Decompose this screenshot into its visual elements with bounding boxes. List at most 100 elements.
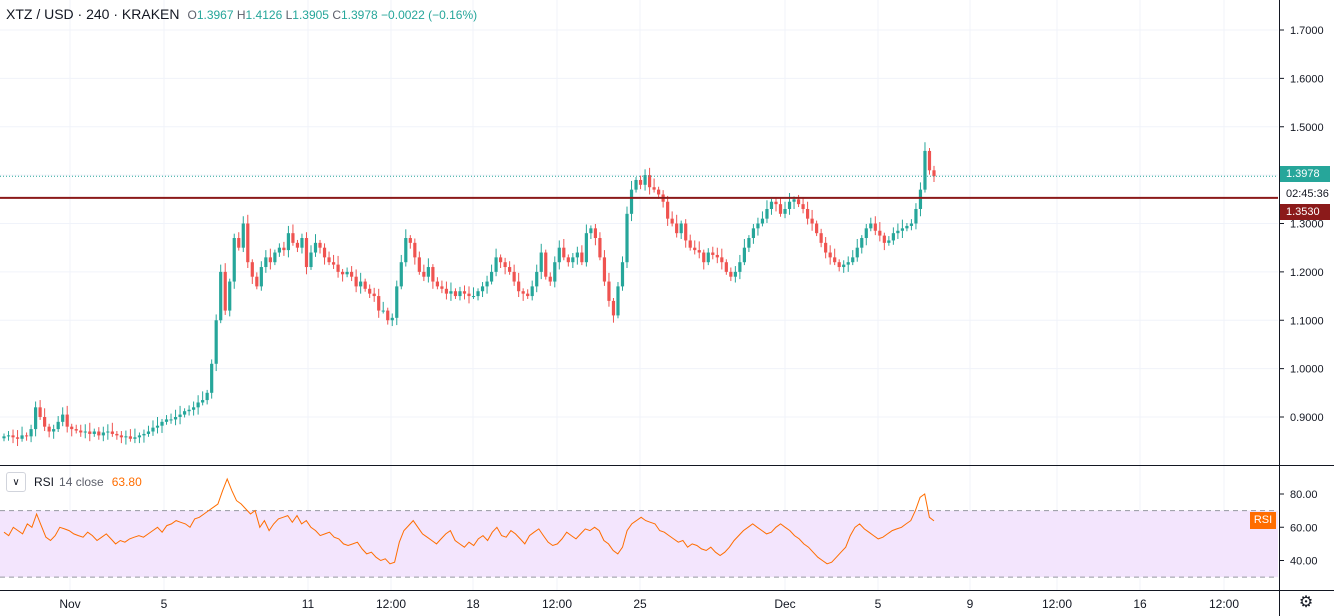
candle-body [670,218,674,224]
price-tick-label: 1.7000 [1290,25,1324,37]
candle-body [625,213,629,263]
candle-body [65,414,69,427]
candles [2,142,936,447]
time-axis-ticks: Nov 5 11 12:00 18 12:00 25 Dec 5 9 12:00 16 12:00 [59,597,1239,611]
candle-body [214,320,218,364]
candle-body [485,281,489,287]
candle-body [544,252,548,277]
candle-body [923,150,927,190]
candle-body [399,262,403,287]
symbol-header[interactable]: XTZ / USD · 240 · KRAKEN O1.3967 H1.4126… [6,6,477,26]
candle-body [688,240,692,248]
candle-body [440,286,444,289]
candle-body [494,257,498,272]
candle-body [182,411,187,415]
candle-body [164,419,169,422]
symbol-title[interactable]: XTZ / USD · 240 · KRAKEN [6,6,180,22]
candle-body [309,252,313,268]
close-key: C [332,8,341,22]
candle-body [828,252,832,258]
rsi-value: 63.80 [111,475,142,489]
candle-body [300,238,304,248]
candle-body [629,189,634,214]
candle-body [408,238,412,243]
candle-body [119,435,123,438]
candle-body [110,431,114,434]
candle-body [778,204,783,214]
chevron-down-icon[interactable]: ∨ [6,472,26,492]
candle-body [833,257,837,263]
candle-body [155,425,160,428]
candle-body [115,433,119,436]
candle-body [638,179,643,185]
candle-body [160,421,164,426]
candle-body [801,204,805,209]
candle-body [422,271,426,277]
candle-body [489,271,494,282]
gear-icon[interactable]: ⚙ [1298,594,1314,611]
candle-body [575,252,579,258]
candle-body [684,223,688,241]
candle-body [611,300,616,316]
level-price-label: 1.3530 [1280,204,1330,220]
candle-body [291,233,295,243]
candle-body [52,429,56,432]
candle-body [927,150,932,171]
candle-body [462,291,467,294]
candle-body [864,228,868,239]
candle-body [268,257,272,263]
candle-body [715,254,719,258]
candle-body [431,267,435,282]
candle-body [760,218,765,224]
time-tick-label: 18 [466,597,480,611]
candle-body [702,252,706,263]
candle-body [255,276,259,287]
candle-body [124,436,128,438]
candle-body [909,223,914,226]
candle-body [526,293,530,297]
candle-body [151,427,155,432]
candle-body [796,199,801,205]
candle-body [246,223,250,263]
candle-body [327,257,331,263]
candle-body [34,407,38,430]
rsi-params: 14 close [59,475,104,489]
price-tick-label: 1.6000 [1290,73,1324,85]
candle-body [467,293,471,297]
candle-body [453,291,458,297]
candle-body [657,189,661,195]
rsi-tick-label: 80.00 [1290,489,1318,501]
candle-body [643,175,647,185]
candle-body [47,426,51,432]
open-value: 1.3967 [196,8,234,22]
candle-body [192,407,196,410]
candle-body [372,293,376,297]
candle-body [413,242,417,258]
candle-body [742,247,746,263]
candle-body [751,228,756,239]
candle-body [679,223,683,234]
candle-body [381,310,385,312]
candle-body [88,431,92,434]
candle-body [729,271,733,277]
candle-body [521,291,525,294]
time-tick-label: 5 [875,597,882,611]
candle-body [508,267,512,272]
rsi-name[interactable]: RSI [34,475,55,489]
candle-body [377,296,381,311]
price-tick-label: 1.1000 [1290,315,1324,327]
candle-body [593,228,598,239]
candle-body [471,296,476,298]
candle-body [354,276,358,287]
candle-body [295,242,300,248]
candle-body [277,247,281,253]
time-tick-label: 12:00 [542,597,572,611]
candle-body [237,238,241,248]
candle-body [232,238,236,282]
candle-body [571,257,575,263]
candle-body [336,264,340,272]
candle-body [350,271,354,277]
candle-body [896,230,900,234]
candle-body [499,257,503,263]
